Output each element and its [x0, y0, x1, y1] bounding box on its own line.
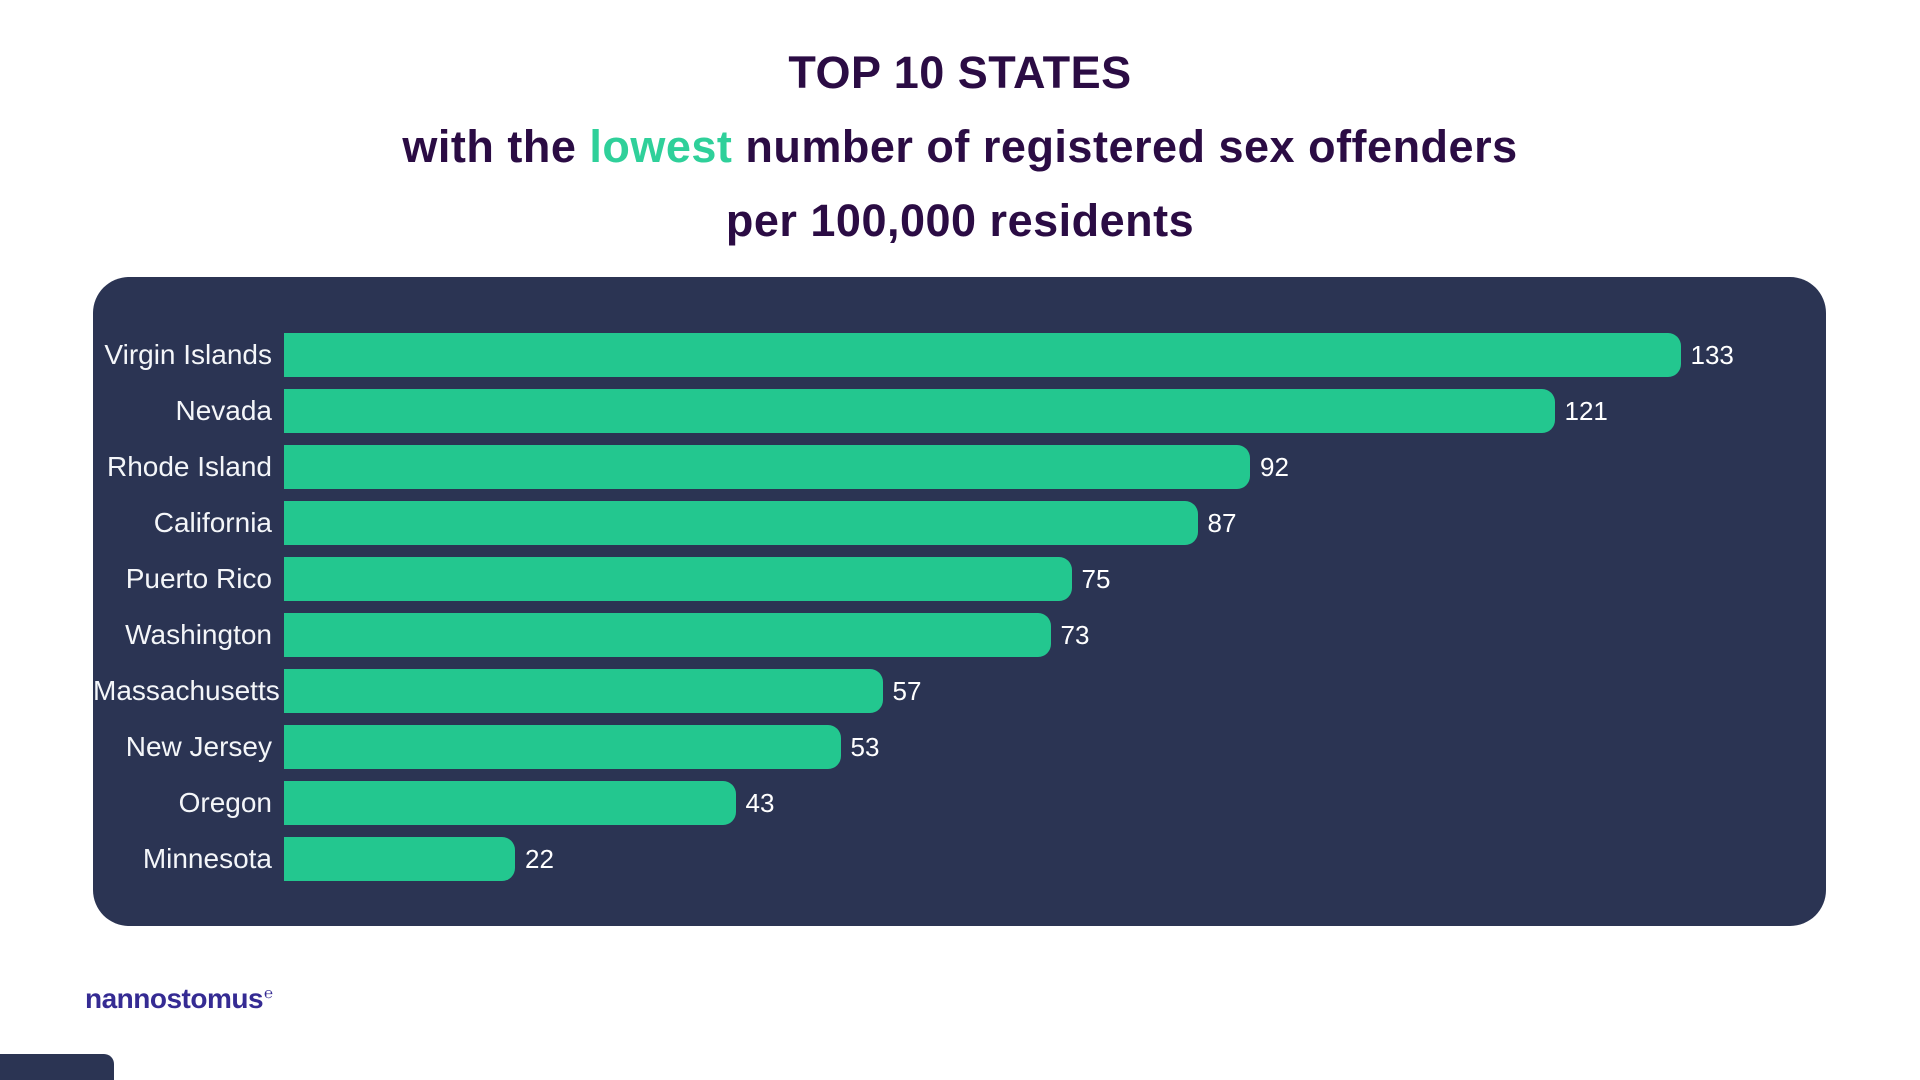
- bar-label: Puerto Rico: [125, 563, 272, 594]
- chart-row: Minnesota 22: [93, 837, 1826, 881]
- bar-label: California: [153, 507, 272, 538]
- title-line-3-text: per 100,000 residents: [725, 195, 1195, 246]
- bar: [284, 333, 1681, 377]
- chart-row: Nevada 121: [93, 389, 1826, 433]
- bar-value: 73: [1060, 619, 1090, 650]
- bar-value: 43: [745, 787, 775, 818]
- bar: [284, 501, 1198, 545]
- bar: [284, 725, 841, 769]
- title-line-1-text: TOP 10 STATES: [788, 47, 1132, 98]
- title-line-1: TOP 10 STATES: [0, 36, 1920, 110]
- footer-strip: [0, 1054, 114, 1080]
- bar-value: 75: [1081, 563, 1111, 594]
- chart-row: New Jersey 53: [93, 725, 1826, 769]
- chart-row: Washington 73: [93, 613, 1826, 657]
- bar-chart: Virgin Islands 133 Nevada 121 Rhode Isla…: [93, 333, 1826, 881]
- bar-label: Virgin Islands: [104, 339, 272, 370]
- bar-value: 22: [525, 843, 554, 874]
- bar: [284, 837, 515, 881]
- title-accent-word: lowest: [589, 121, 733, 172]
- bar: [284, 781, 736, 825]
- bar-label: Oregon: [178, 787, 272, 818]
- chart-row: Rhode Island 92: [93, 445, 1826, 489]
- chart-row: Virgin Islands 133: [93, 333, 1826, 377]
- bar: [284, 445, 1250, 489]
- bar-label: Minnesota: [142, 843, 272, 874]
- page-title: TOP 10 STATES with the lowest number of …: [0, 36, 1920, 258]
- bar-label: Washington: [125, 619, 272, 650]
- title-line-3: per 100,000 residents: [0, 184, 1920, 258]
- bar-value: 121: [1564, 395, 1608, 426]
- bar: [284, 389, 1555, 433]
- title-line-2: with the lowest number of registered sex…: [0, 110, 1920, 184]
- bar-label: Nevada: [175, 395, 272, 426]
- chart-row: Oregon 43: [93, 781, 1826, 825]
- bar-value: 92: [1260, 451, 1289, 482]
- title-line-2-suffix: number of registered sex offenders: [732, 121, 1518, 172]
- title-line-2-prefix: with the: [402, 121, 590, 172]
- chart-row: Puerto Rico 75: [93, 557, 1826, 601]
- bar: [284, 613, 1051, 657]
- bar: [284, 557, 1072, 601]
- logo: nannostomus℮: [85, 983, 273, 1015]
- bar-label: New Jersey: [125, 731, 272, 762]
- bar: [284, 669, 883, 713]
- chart-row: Massachusetts 57: [93, 669, 1826, 713]
- logo-mark-icon: ℮: [264, 984, 273, 1002]
- chart-row: California 87: [93, 501, 1826, 545]
- bar-value: 57: [892, 675, 922, 706]
- bar-value: 133: [1690, 339, 1734, 370]
- bar-label: Massachusetts: [93, 675, 280, 706]
- logo-text: nannostomus: [85, 983, 264, 1014]
- chart-panel: Virgin Islands 133 Nevada 121 Rhode Isla…: [93, 277, 1826, 926]
- bar-value: 87: [1207, 507, 1237, 538]
- bar-label: Rhode Island: [106, 451, 272, 482]
- bar-value: 53: [850, 731, 880, 762]
